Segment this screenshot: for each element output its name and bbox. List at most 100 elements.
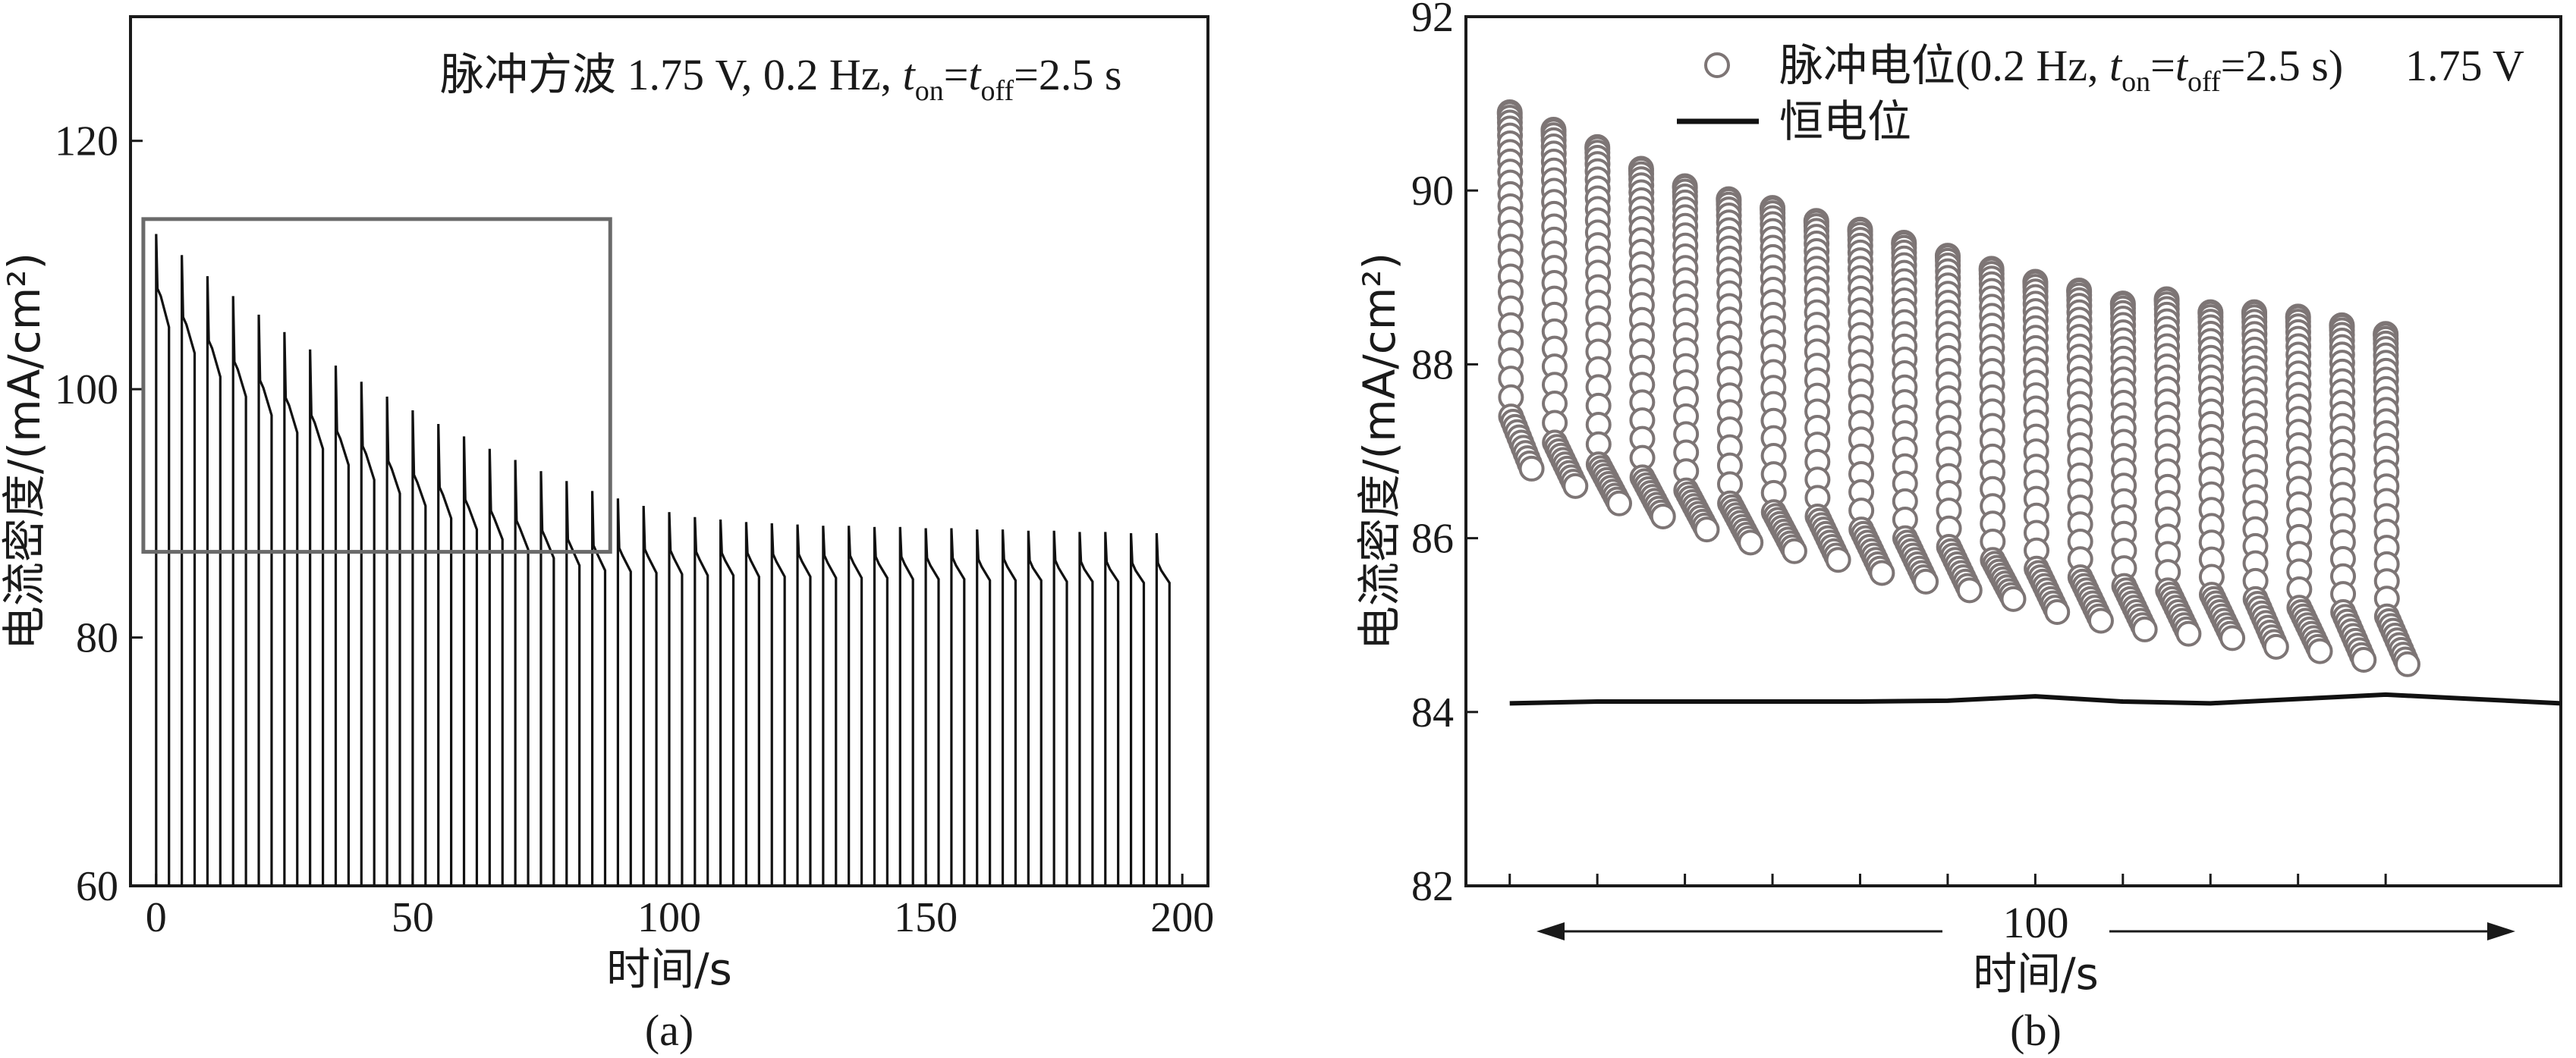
- pulse-cycle: [1760, 195, 1807, 564]
- panel-a-annotation-zh: 脉冲方波: [440, 49, 616, 100]
- pulse-cycle: [1847, 216, 1895, 586]
- y-tick-label: 82: [1411, 863, 1454, 910]
- panel-b-y-axis-label: 电流密度/(mA/cm²): [1354, 253, 1405, 650]
- legend-pulse-voltage: 1.75 V: [2405, 41, 2524, 90]
- panel-a-annotation-t-off: t: [968, 50, 982, 99]
- panel-a-annotation-eq: =: [944, 50, 969, 99]
- pulse-point: [2394, 651, 2420, 677]
- legend-circle-marker: [1704, 52, 1730, 78]
- legend-pulse-t-on: t: [2109, 41, 2123, 90]
- span-arrow-left-head: [1536, 922, 1565, 940]
- span-label: 100: [2003, 898, 2069, 947]
- pulse-point: [2044, 599, 2071, 626]
- pulse-point: [1738, 529, 1764, 556]
- panel-a-annotation-params: 1.75 V, 0.2 Hz,: [616, 50, 903, 99]
- pulse-cycle: [2373, 321, 2420, 677]
- pulse-cycle: [1496, 99, 1545, 482]
- panel-a-annotation-on-sub: on: [915, 75, 944, 107]
- legend-pulse-eq: =: [2150, 41, 2175, 90]
- panel-a-x-axis-label: 时间/s: [606, 943, 732, 995]
- panel-a-label: (a): [645, 1006, 694, 1055]
- pulse-cycle: [1584, 133, 1633, 516]
- pulse-point: [2000, 586, 2027, 612]
- span-arrow-right-head: [2487, 922, 2515, 940]
- panel-b-x-axis-label: 时间/s: [1973, 948, 2099, 1000]
- pulse-cycle: [1978, 256, 2027, 612]
- pulse-point: [1694, 516, 1720, 543]
- pulse-point: [1825, 547, 1851, 573]
- pulse-cycle: [2329, 312, 2377, 673]
- panel-a-annotation-off-sub: off: [981, 75, 1014, 107]
- pulse-point: [1956, 577, 1983, 604]
- y-tick-label: 120: [55, 118, 118, 165]
- panel-a-annotation-t-on: t: [903, 50, 917, 99]
- x-tick-label: 200: [1150, 894, 1214, 941]
- pulse-cycle: [1934, 243, 1983, 604]
- panel-a-pulse-waveform: [155, 234, 1171, 886]
- pulse-cycle: [1891, 229, 1939, 595]
- panel-a-y-axis-label: 电流密度/(mA/cm²): [0, 253, 50, 650]
- pulse-cycle: [2285, 303, 2333, 664]
- panel-a-zoom-box: [141, 217, 612, 554]
- pulse-cycle: [1540, 116, 1589, 499]
- pulse-point: [2307, 638, 2333, 664]
- y-tick-label: 80: [76, 615, 118, 662]
- legend-pulse-label: 脉冲电位(0.2 Hz, ton=toff=2.5 s): [1779, 39, 2343, 98]
- y-tick-label: 100: [55, 366, 118, 413]
- pulse-point: [2175, 620, 2202, 647]
- pulse-cycle: [1716, 186, 1764, 556]
- pulse-point: [1562, 472, 1589, 499]
- panel-b-label: (b): [2010, 1006, 2062, 1055]
- x-tick-label: 50: [392, 894, 434, 941]
- legend-pulse-t-off: t: [2175, 41, 2189, 90]
- pulse-point: [2087, 607, 2114, 634]
- pulse-point: [2263, 633, 2289, 660]
- pulse-point: [2131, 616, 2158, 642]
- panel-b-axis-ticks: [1466, 15, 2387, 887]
- pulse-point: [2219, 625, 2246, 651]
- legend-pulse-params: (0.2 Hz,: [1955, 41, 2109, 90]
- y-tick-label: 88: [1411, 341, 1454, 388]
- panel-b-plot-frame: [1464, 15, 2562, 887]
- panel-b-span-arrow: 100: [1536, 898, 2515, 947]
- pulse-point: [2351, 647, 2377, 673]
- pulse-point: [1518, 455, 1545, 482]
- x-tick-label: 100: [637, 894, 701, 941]
- pulse-cycle: [2241, 299, 2289, 660]
- pulse-point: [1913, 568, 1939, 595]
- panel-a-tick-labels: 0 50 100 150 200 60 80 100 120: [55, 118, 1214, 941]
- pulse-point: [1606, 490, 1633, 516]
- pulse-cycle: [2022, 268, 2071, 626]
- pulse-point: [1781, 538, 1807, 564]
- pulse-cycle: [1803, 208, 1851, 573]
- pulse-point: [1650, 503, 1676, 529]
- panel-b-tick-labels: 82 84 86 88 90 92: [1411, 0, 1454, 910]
- pulse-cycle: [2066, 277, 2114, 634]
- pulse-cycle: [1628, 155, 1676, 529]
- y-tick-label: 84: [1411, 689, 1454, 736]
- pulse-cycle: [2153, 286, 2202, 647]
- pulse-cycle: [2109, 290, 2158, 642]
- pulse-cycle: [1672, 173, 1720, 543]
- legend-pulse-zh: 脉冲电位: [1779, 39, 1955, 91]
- panel-b-pulse-series: [1496, 99, 2420, 677]
- pulse-cycle: [2197, 299, 2246, 651]
- y-tick-label: 90: [1411, 168, 1454, 215]
- panel-b-legend: 脉冲电位(0.2 Hz, ton=toff=2.5 s) 1.75 V 恒电位: [1677, 39, 2524, 147]
- y-tick-label: 60: [76, 863, 118, 910]
- panel-b-potentiostatic-series: [1509, 692, 2562, 706]
- legend-pulse-on-sub: on: [2122, 66, 2150, 98]
- steady-current-line: [1509, 692, 2562, 706]
- panel-a-annotation-tail: =2.5 s: [1014, 50, 1121, 99]
- pulse-point: [1869, 560, 1895, 586]
- x-tick-label: 150: [894, 894, 958, 941]
- legend-pulse-off-sub: off: [2188, 66, 2221, 98]
- y-tick-label: 92: [1411, 0, 1454, 41]
- waveform-trace: [155, 234, 1171, 886]
- y-tick-label: 86: [1411, 516, 1454, 563]
- panel-a: 0 50 100 150 200 60 80 100 120 脉冲方波 1.75 V, 0.2 …: [0, 15, 1214, 1055]
- legend-steady-label: 恒电位: [1779, 96, 1911, 147]
- panel-a-annotation: 脉冲方波 1.75 V, 0.2 Hz, ton=toff=2.5 s: [440, 49, 1121, 107]
- legend-pulse-tail: =2.5 s): [2221, 41, 2344, 90]
